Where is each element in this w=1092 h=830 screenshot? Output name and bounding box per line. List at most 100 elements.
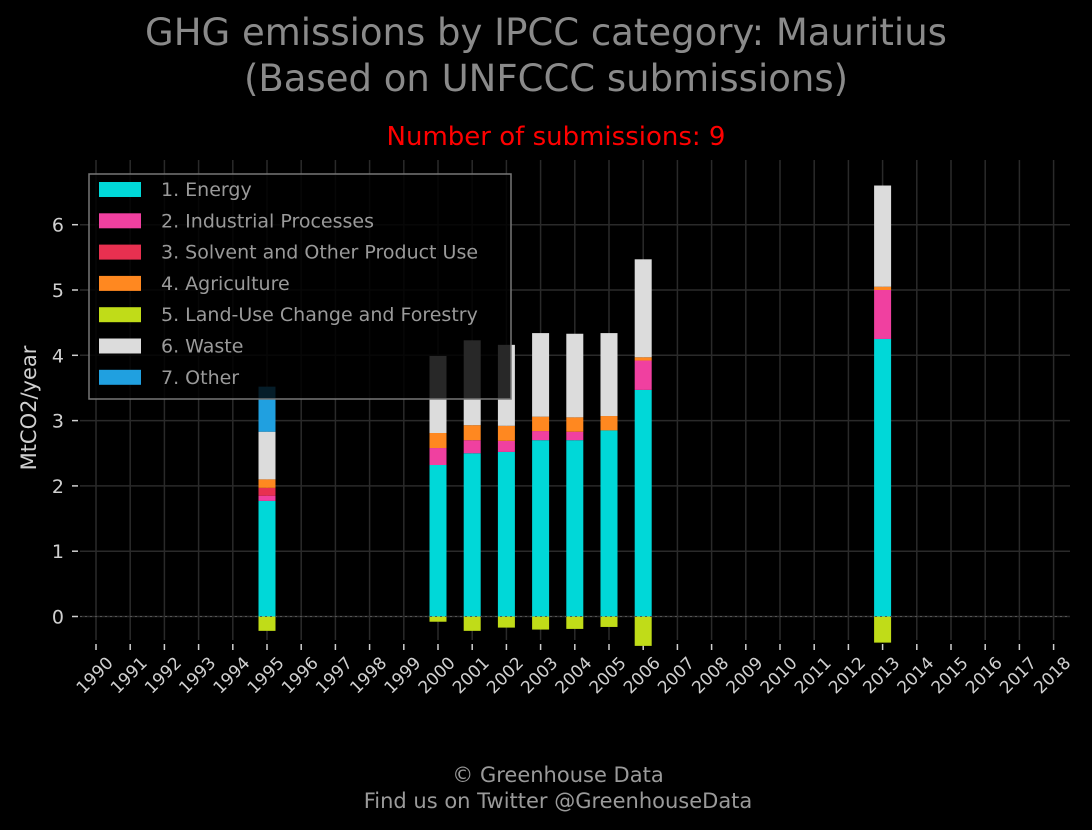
bar-2003-6 [532,333,550,417]
y-tick-label: 0 [52,607,64,629]
x-tick-label: 2001 [449,653,494,698]
y-tick-label: 4 [52,345,64,367]
bar-2005-5 [600,616,618,627]
x-tick-label: 1999 [381,653,426,698]
bar-2000-4 [429,433,447,449]
x-tick-label: 2000 [415,653,460,698]
bar-2001-1 [463,453,481,617]
y-tick-label: 2 [52,476,64,498]
bar-2004-1 [566,440,584,617]
x-tick-label: 2013 [859,653,904,698]
bar-2003-1 [532,440,550,617]
y-tick-label: 3 [52,411,64,433]
footer-copyright: © Greenhouse Data [452,763,664,787]
x-tick-label: 2003 [517,653,562,698]
y-tick-label: 1 [52,541,64,563]
bar-2002-2 [497,440,515,452]
bar-2000-2 [429,448,447,466]
x-tick-label: 1990 [73,653,118,698]
x-tick-label: 2002 [483,653,528,698]
x-tick-label: 2010 [757,653,802,698]
y-tick-label: 6 [52,215,64,237]
legend-swatch [99,244,141,260]
bar-2013-6 [874,185,892,287]
x-tick-label: 2012 [825,653,870,698]
bar-1995-2 [258,495,276,501]
bar-2004-2 [566,431,584,441]
legend-swatch [99,369,141,385]
bar-2006-1 [634,389,652,617]
footer-twitter: Find us on Twitter @GreenhouseData [363,789,753,813]
bar-2013-4 [874,286,892,290]
legend-label: 3. Solvent and Other Product Use [161,242,478,264]
bar-2002-4 [497,425,515,441]
bar-1995-3 [258,487,276,496]
bar-2001-4 [463,425,481,441]
chart-title-line2: (Based on UNFCCC submissions) [243,57,849,100]
bar-1995-4 [258,479,276,488]
bar-2003-5 [532,616,550,630]
x-tick-label: 1994 [210,653,255,698]
bar-2000-1 [429,465,447,617]
x-tick-label: 1995 [244,653,289,698]
legend-label: 6. Waste [161,336,243,358]
legend-box [88,173,512,400]
x-tick-label: 2006 [620,653,665,698]
bar-2013-5 [874,616,892,643]
x-tick-label: 2009 [723,653,768,698]
x-tick-label: 2005 [586,653,631,698]
bar-1995-1 [258,500,276,617]
y-tick-label: 5 [52,280,64,302]
chart-title-line1: GHG emissions by IPCC category: Mauritiu… [145,11,947,54]
legend-swatch [99,338,141,354]
bar-2006-2 [634,360,652,390]
legend-swatch [99,275,141,291]
x-tick-label: 1998 [346,653,391,698]
x-tick-label: 2007 [654,653,699,698]
x-tick-label: 2008 [688,653,733,698]
bar-2006-4 [634,357,652,361]
bar-2013-1 [874,338,892,617]
bar-2002-5 [497,616,515,628]
bar-2005-1 [600,430,618,617]
legend-label: 2. Industrial Processes [161,210,374,232]
bar-2001-5 [463,616,481,631]
bar-2000-5 [429,616,447,622]
legend-label: 4. Agriculture [161,273,290,295]
x-tick-label: 1996 [278,653,323,698]
bar-2001-2 [463,440,481,454]
bar-2013-2 [874,290,892,339]
x-tick-label: 1997 [312,653,357,698]
legend-swatch [99,182,141,197]
legend-label: 5. Land-Use Change and Forestry [161,304,478,326]
bar-1995-5 [258,616,276,631]
x-tick-label: 2016 [962,653,1007,698]
x-tick-label: 2004 [552,653,597,698]
bar-2005-4 [600,416,618,431]
bar-2004-4 [566,417,584,432]
x-tick-label: 2017 [996,653,1041,698]
bar-1995-6 [258,431,276,480]
x-tick-label: 2018 [1030,653,1075,698]
x-tick-label: 2014 [894,653,939,698]
x-tick-label: 1993 [175,653,220,698]
bar-2005-6 [600,333,618,417]
bar-2004-5 [566,616,584,629]
bar-2002-1 [497,451,515,617]
legend-label: 7. Other [161,367,239,389]
x-tick-label: 1991 [107,653,152,698]
bar-2004-6 [566,333,584,418]
chart-subtitle: Number of submissions: 9 [386,122,726,152]
bar-2003-2 [532,431,550,441]
x-tick-label: 1992 [141,653,186,698]
x-tick-label: 2015 [928,653,973,698]
legend-label: 1. Energy [161,179,252,201]
x-tick-label: 2011 [791,653,836,698]
y-axis-label: MtCO2/year [17,345,41,470]
bar-2006-5 [634,616,652,646]
legend-swatch [99,213,141,229]
bar-2006-6 [634,259,652,358]
bar-2003-4 [532,416,550,432]
legend-swatch [99,307,141,323]
